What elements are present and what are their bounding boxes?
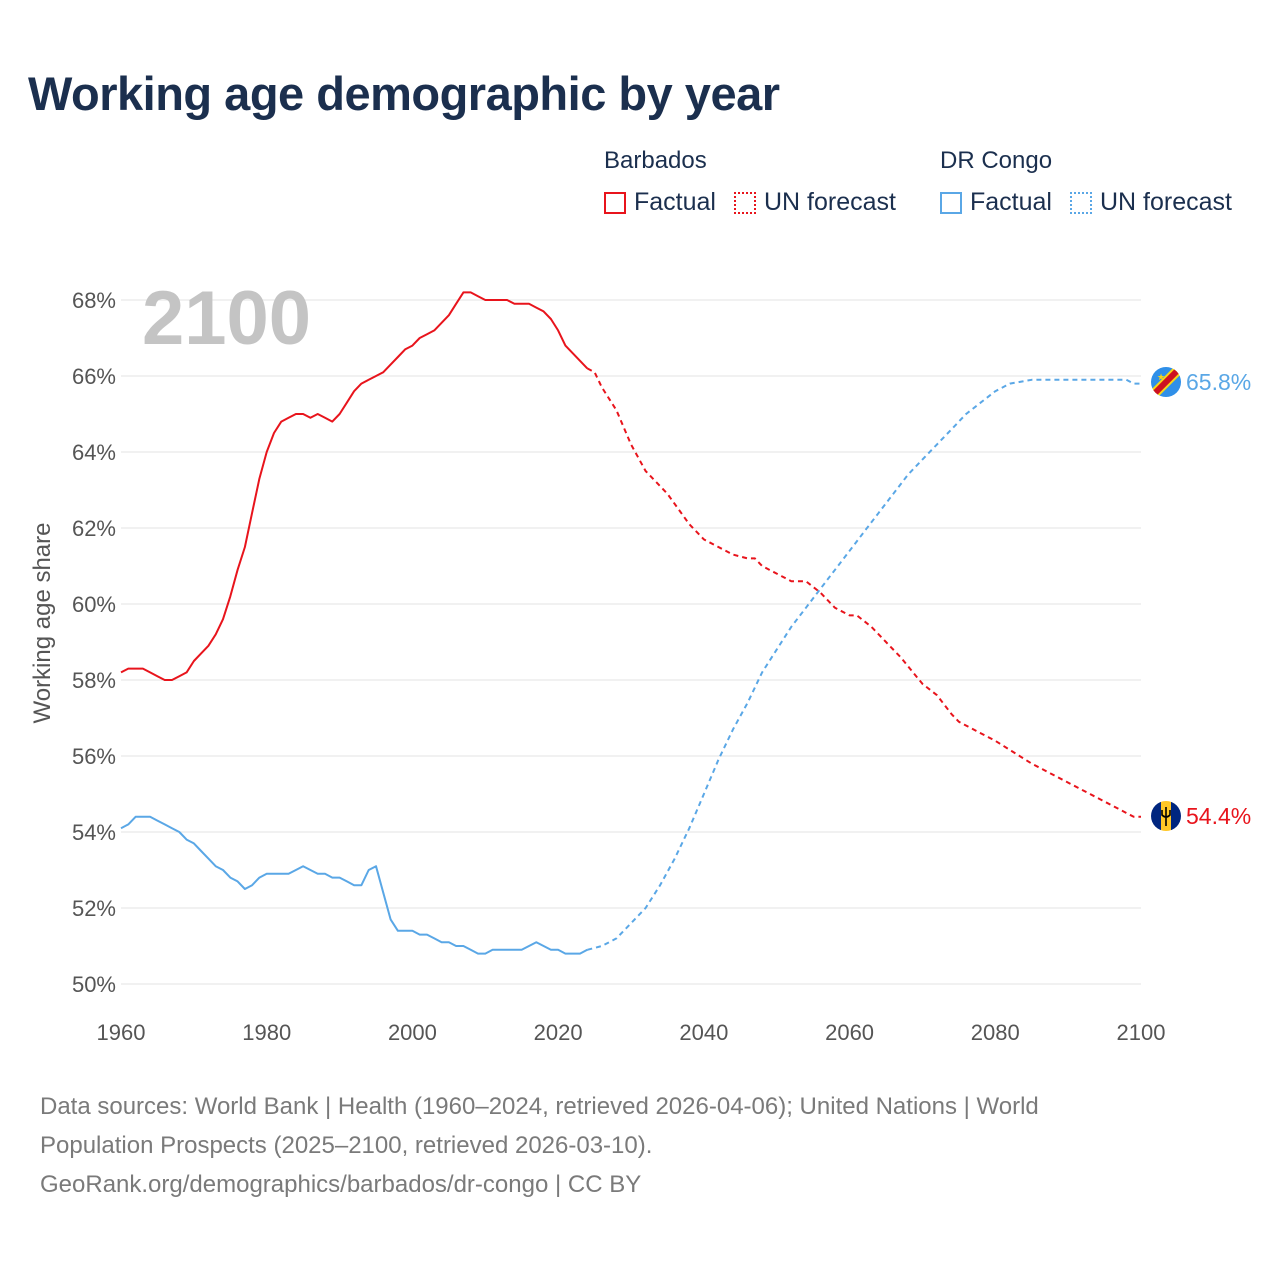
y-tick-label: 64%: [72, 440, 116, 465]
legend-item-dr-congo-forecast[interactable]: UN forecast: [1069, 188, 1232, 217]
svg-text:★: ★: [1157, 373, 1165, 383]
x-tick-label: 2000: [388, 1020, 437, 1045]
y-tick-label: 66%: [72, 364, 116, 389]
legend-barbados: Barbados Factual UN forecast: [604, 146, 914, 217]
x-tick-label: 2020: [534, 1020, 583, 1045]
barbados-flag-icon: [1151, 801, 1181, 831]
x-tick-label: 2080: [971, 1020, 1020, 1045]
footer-line: Population Prospects (2025–2100, retriev…: [40, 1132, 653, 1159]
y-axis-title: Working age share: [29, 523, 56, 724]
barbados-forecast-swatch: [733, 191, 756, 214]
dr-congo-flag-icon: ★: [1151, 367, 1181, 397]
legend-label: UN forecast: [1099, 188, 1232, 216]
legend-dr-congo: DR Congo Factual UN forecast: [940, 146, 1250, 217]
y-tick-label: 68%: [72, 288, 116, 313]
y-tick-label: 54%: [72, 820, 116, 845]
barbados-end-value: 54.4%: [1186, 803, 1251, 829]
dr-congo-end-value: 65.8%: [1186, 369, 1251, 395]
grid-lines: [121, 299, 1141, 985]
y-tick-label: 62%: [72, 516, 116, 541]
legend-label: Factual: [634, 188, 716, 216]
footer-line: GeoRank.org/demographics/barbados/dr-con…: [40, 1171, 642, 1198]
x-tick-label: 2100: [1117, 1020, 1166, 1045]
barbados-factual-swatch: [604, 191, 626, 214]
x-tick-label: 2040: [679, 1020, 728, 1045]
legend-group-name: Barbados: [604, 147, 707, 174]
series-lines: [120, 291, 1141, 955]
legend-item-dr-congo-factual[interactable]: Factual: [940, 188, 1052, 217]
x-tick-label: 1960: [97, 1020, 146, 1045]
y-axis-ticks: 50% 52% 54% 56% 58% 60% 62% 64% 66% 68%: [72, 288, 116, 997]
legend-item-barbados-factual[interactable]: Factual: [604, 188, 716, 217]
y-tick-label: 58%: [72, 668, 116, 693]
y-tick-label: 60%: [72, 592, 116, 617]
y-tick-label: 50%: [72, 972, 116, 997]
dr-congo-forecast-line[interactable]: [587, 378, 1141, 951]
x-axis-ticks: 1960 1980 2000 2020 2040 2060 2080 2100: [97, 1020, 1166, 1045]
chart-title: Working age demographic by year: [28, 67, 780, 120]
dr-congo-factual-swatch: [940, 191, 962, 214]
footer-sources: Data sources: World Bank | Health (1960–…: [40, 1087, 1240, 1204]
dr-congo-forecast-swatch: [1069, 191, 1092, 214]
footer-line: Data sources: World Bank | Health (1960–…: [40, 1093, 1039, 1120]
y-tick-label: 56%: [72, 744, 116, 769]
x-tick-label: 2060: [825, 1020, 874, 1045]
legend-label: UN forecast: [763, 188, 896, 216]
dr-congo-factual-line[interactable]: [120, 815, 588, 955]
line-chart: 2100 50% 52% 54% 56% 58% 60% 62% 64% 66% 68% 1960…: [29, 276, 1251, 1045]
y-tick-label: 52%: [72, 896, 116, 921]
year-watermark: 2100: [142, 276, 311, 361]
legend-group-name: DR Congo: [940, 147, 1053, 174]
barbados-forecast-line[interactable]: [586, 367, 1141, 818]
end-markers: ★: [1151, 367, 1181, 831]
x-tick-label: 1980: [242, 1020, 291, 1045]
legend-item-barbados-forecast[interactable]: UN forecast: [733, 188, 896, 217]
legend-label: Factual: [970, 188, 1052, 216]
barbados-factual-line[interactable]: [120, 291, 589, 681]
